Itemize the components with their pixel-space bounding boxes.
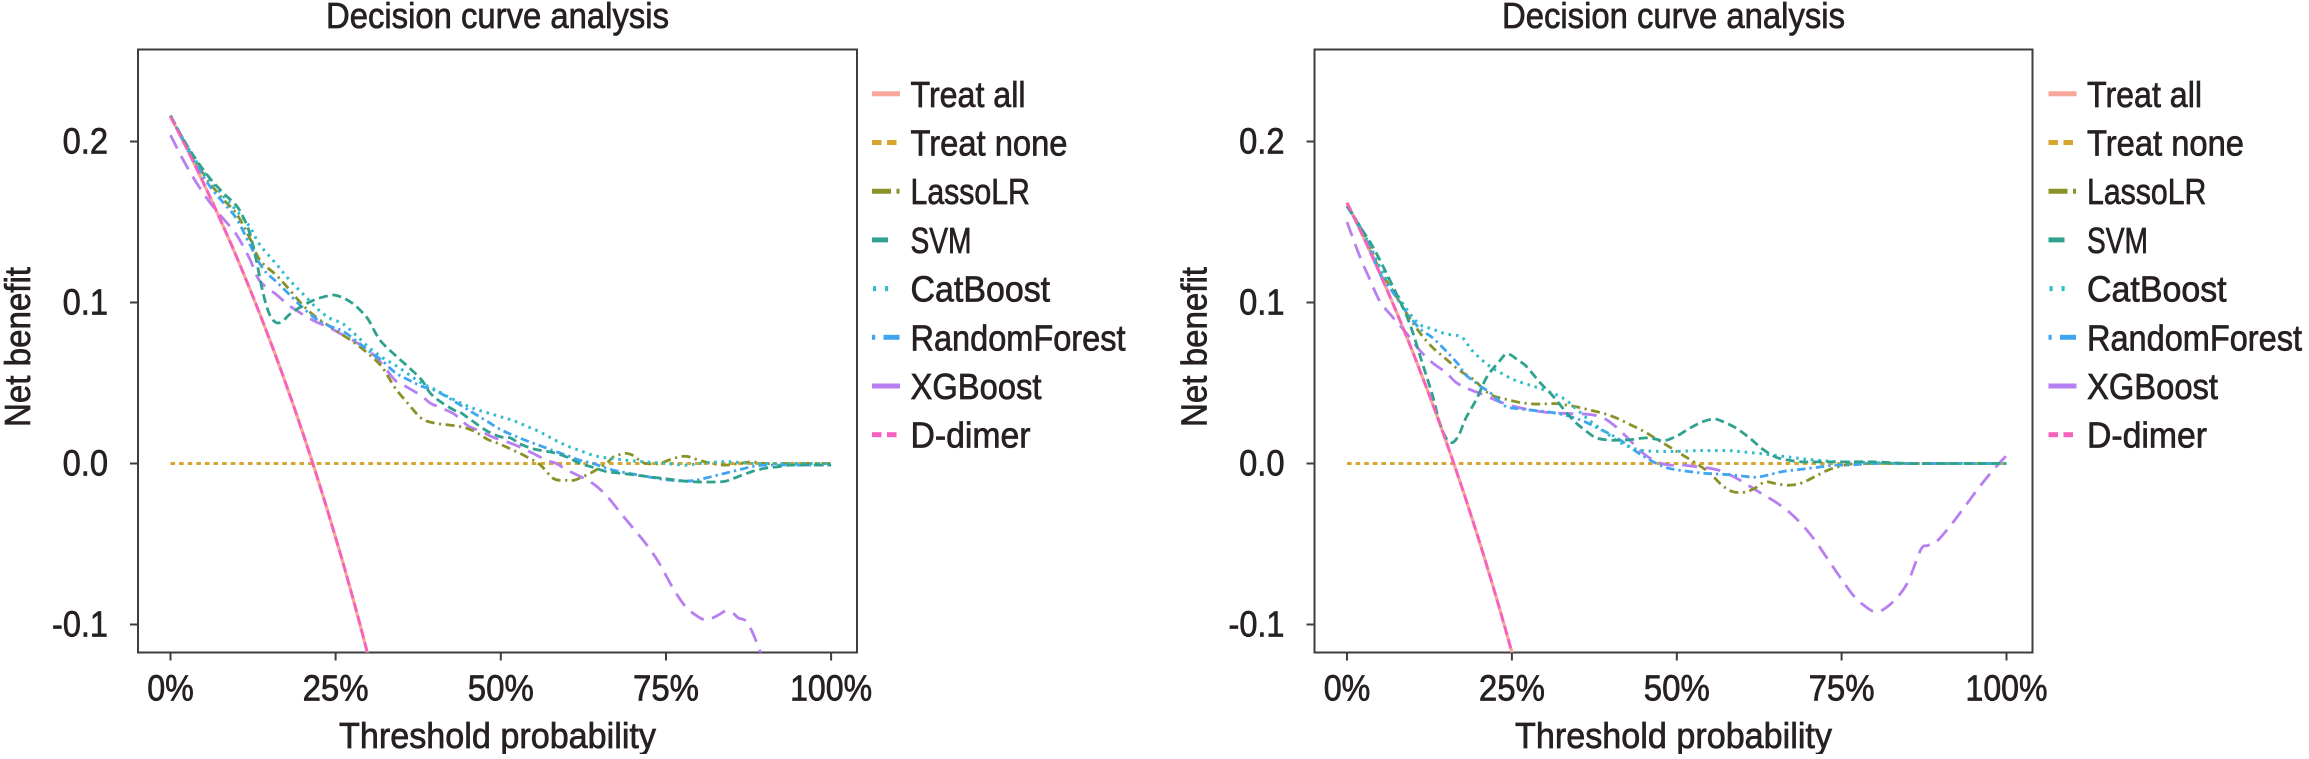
svg-text:100%: 100% (790, 668, 872, 709)
svg-text:CatBoost: CatBoost (2087, 269, 2227, 310)
svg-text:Net benefit: Net benefit (1174, 267, 1215, 427)
svg-text:-0.1: -0.1 (1229, 604, 1285, 645)
svg-text:0.2: 0.2 (1239, 121, 1284, 162)
svg-text:50%: 50% (1644, 668, 1710, 709)
svg-text:XGBoost: XGBoost (2087, 366, 2218, 407)
svg-text:D-dimer: D-dimer (2087, 415, 2207, 456)
svg-text:Threshold probability: Threshold probability (339, 715, 656, 754)
svg-text:25%: 25% (1479, 668, 1545, 709)
svg-text:Treat none: Treat none (911, 123, 1068, 164)
svg-text:CatBoost: CatBoost (911, 269, 1051, 310)
svg-text:D-dimer: D-dimer (911, 415, 1031, 456)
svg-text:SVM: SVM (2087, 220, 2148, 261)
svg-text:Threshold probability: Threshold probability (1515, 715, 1832, 754)
svg-text:75%: 75% (633, 668, 699, 709)
svg-text:RandomForest: RandomForest (2087, 317, 2302, 358)
svg-text:SVM: SVM (911, 220, 972, 261)
svg-text:100%: 100% (1966, 668, 2048, 709)
svg-text:25%: 25% (303, 668, 369, 709)
svg-text:75%: 75% (1809, 668, 1875, 709)
svg-text:Treat all: Treat all (2087, 74, 2202, 115)
svg-text:0.0: 0.0 (1239, 443, 1284, 484)
svg-text:50%: 50% (468, 668, 534, 709)
svg-text:0%: 0% (147, 668, 194, 709)
svg-text:0.1: 0.1 (1239, 282, 1284, 323)
svg-text:Decision curve analysis: Decision curve analysis (1502, 0, 1845, 36)
svg-text:Net benefit: Net benefit (0, 267, 38, 427)
svg-text:Treat all: Treat all (911, 74, 1026, 115)
svg-text:0.2: 0.2 (63, 121, 108, 162)
svg-text:0.1: 0.1 (63, 282, 108, 323)
svg-text:RandomForest: RandomForest (911, 317, 1126, 358)
svg-text:LassoLR: LassoLR (2087, 171, 2206, 212)
svg-text:LassoLR: LassoLR (911, 171, 1030, 212)
svg-text:0.0: 0.0 (63, 443, 108, 484)
svg-text:XGBoost: XGBoost (911, 366, 1042, 407)
svg-text:Decision curve analysis: Decision curve analysis (326, 0, 669, 36)
svg-text:0%: 0% (1324, 668, 1371, 709)
svg-text:Treat none: Treat none (2087, 123, 2244, 164)
svg-text:-0.1: -0.1 (52, 604, 108, 645)
